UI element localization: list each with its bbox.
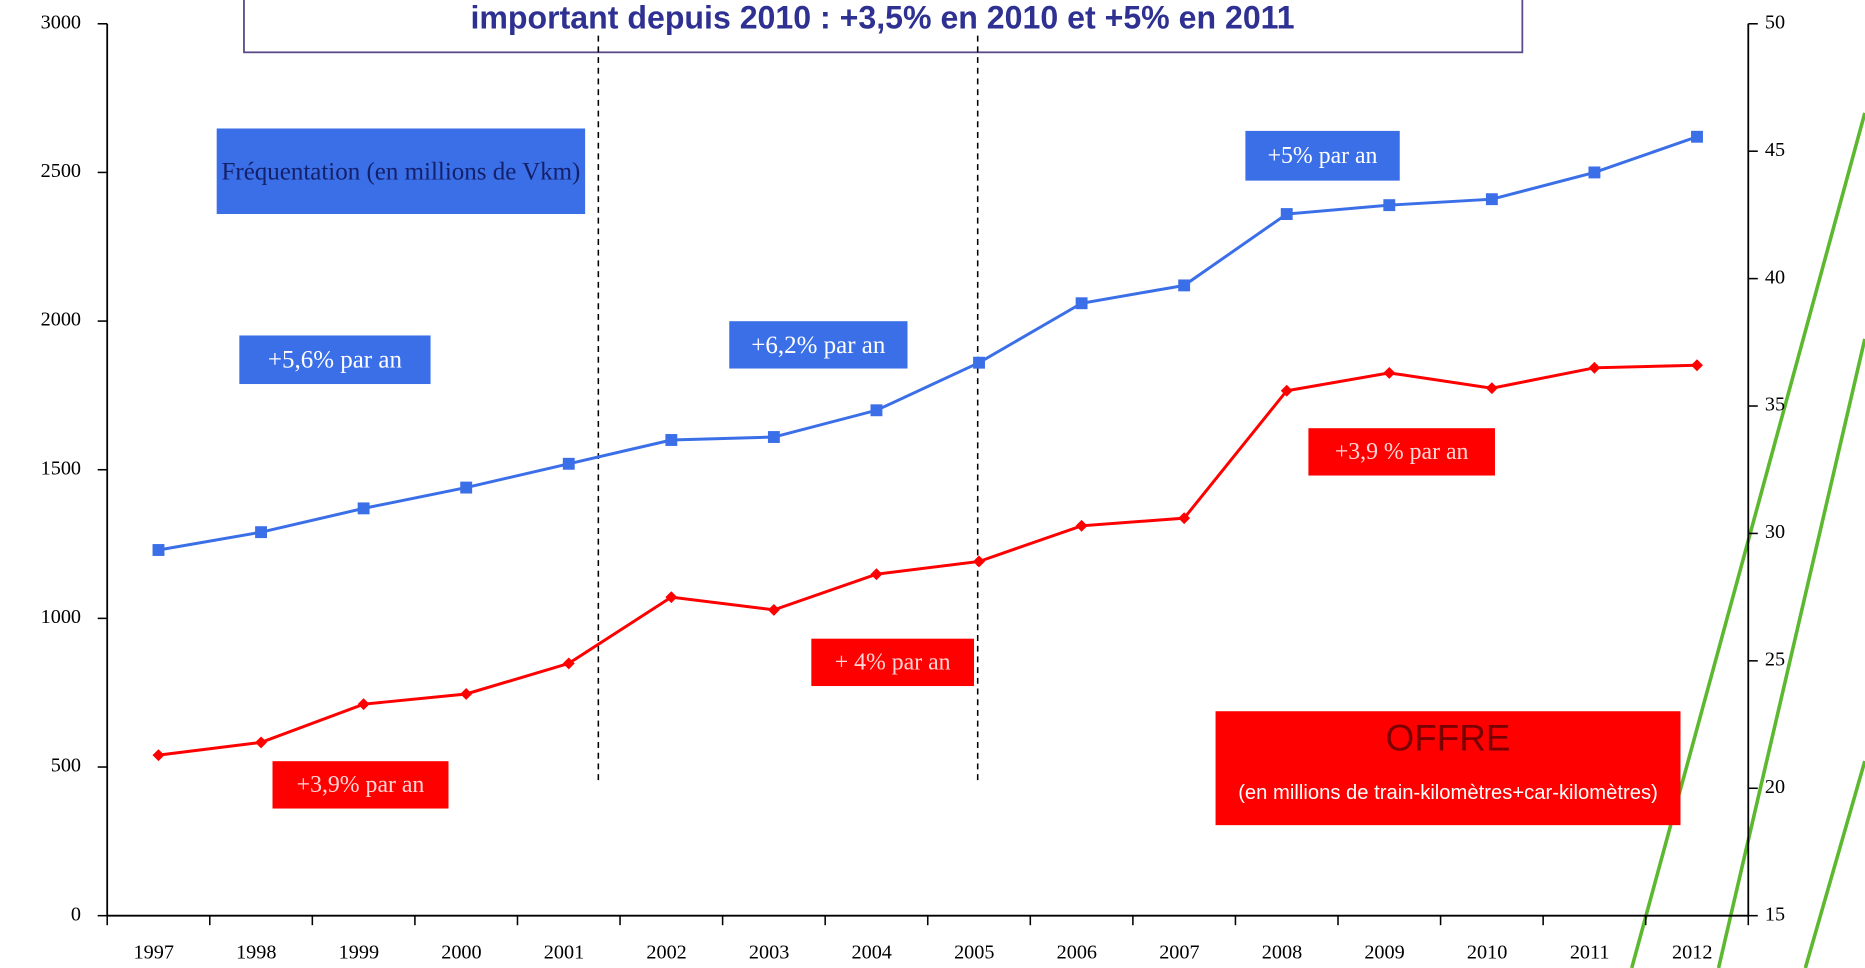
x-tick-label: 1997: [134, 941, 174, 963]
y-tick-label: 3000: [41, 11, 81, 33]
marker: [1178, 279, 1190, 291]
annotation: +5% par an: [1245, 131, 1400, 181]
marker: [1588, 362, 1600, 374]
x-tick-label: 2001: [544, 941, 584, 963]
marker: [973, 556, 985, 568]
marker: [460, 482, 472, 494]
marker: [768, 431, 780, 443]
page: {"chart_data": { "type": "line", "title"…: [0, 0, 1865, 968]
annotation: +3,9% par an: [273, 761, 449, 809]
marker: [871, 568, 883, 580]
y-tick-label: 2500: [41, 160, 81, 182]
marker: [1076, 297, 1088, 309]
annotation-text: + 4% par an: [811, 639, 974, 687]
x-tick-label: 2010: [1467, 941, 1507, 963]
marker: [1486, 193, 1498, 205]
annotation: +5,6% par an: [239, 335, 430, 384]
x-tick-label: 2000: [441, 941, 481, 963]
annotation: (en millions de train-kilomètres+car-kil…: [1227, 761, 1668, 825]
annotation-text: +6,2% par an: [729, 321, 907, 369]
marker: [358, 502, 370, 514]
x-tick-label: 2008: [1262, 941, 1302, 963]
chart: important depuis 2010 : +3,5% en 2010 et…: [0, 0, 1865, 968]
y-tick-label: 500: [51, 755, 81, 777]
y-tick-label: 0: [71, 903, 81, 925]
marker: [358, 698, 370, 710]
y2-tick-label: 45: [1765, 139, 1785, 161]
marker: [1486, 382, 1498, 394]
annotation: +6,2% par an: [729, 321, 907, 369]
annotation-text: +3,9 % par an: [1308, 428, 1495, 476]
marker: [665, 434, 677, 446]
x-tick-label: 2011: [1570, 941, 1610, 963]
annotation-text: (en millions de train-kilomètres+car-kil…: [1227, 761, 1668, 825]
annotation-text: +3,9% par an: [273, 761, 449, 809]
marker: [973, 357, 985, 369]
y2-tick-label: 30: [1765, 521, 1785, 543]
marker: [255, 736, 267, 748]
chart-title: important depuis 2010 : +3,5% en 2010 et…: [470, 0, 1294, 36]
series-line: [158, 365, 1697, 755]
x-tick-label: 2005: [954, 941, 994, 963]
marker: [563, 458, 575, 470]
marker: [1383, 199, 1395, 211]
x-tick-label: 2007: [1159, 941, 1199, 963]
y-tick-label: 2000: [41, 309, 81, 331]
x-tick-label: 2009: [1364, 941, 1404, 963]
x-tick-label: 1998: [236, 941, 276, 963]
x-tick-label: 1999: [339, 941, 379, 963]
annotation: + 4% par an: [811, 639, 974, 687]
x-tick-label: 2004: [851, 941, 891, 963]
marker: [871, 404, 883, 416]
annotation-text: Fréquentation (en millions de Vkm): [217, 128, 586, 214]
marker: [153, 544, 165, 556]
marker: [1281, 208, 1293, 220]
marker: [460, 688, 472, 700]
annotation: Fréquentation (en millions de Vkm): [217, 128, 586, 214]
x-tick-label: 2003: [749, 941, 789, 963]
marker: [1691, 359, 1703, 371]
y2-tick-label: 50: [1765, 11, 1785, 33]
y-tick-label: 1000: [41, 606, 81, 628]
annotation: +3,9 % par an: [1308, 428, 1495, 476]
annotation-text: +5,6% par an: [239, 335, 430, 384]
y2-tick-label: 40: [1765, 266, 1785, 288]
marker: [1588, 166, 1600, 178]
marker: [1383, 367, 1395, 379]
y2-tick-label: 15: [1765, 903, 1785, 925]
x-tick-label: 2012: [1672, 941, 1712, 963]
marker: [1076, 520, 1088, 532]
x-tick-label: 2002: [646, 941, 686, 963]
annotation-text: +5% par an: [1245, 131, 1400, 181]
marker: [768, 604, 780, 616]
marker: [153, 749, 165, 761]
y2-tick-label: 35: [1765, 394, 1785, 416]
y-tick-label: 1500: [41, 457, 81, 479]
marker: [255, 526, 267, 538]
x-tick-label: 2006: [1057, 941, 1097, 963]
marker: [1691, 131, 1703, 143]
y2-tick-label: 20: [1765, 776, 1785, 798]
y2-tick-label: 25: [1765, 648, 1785, 670]
